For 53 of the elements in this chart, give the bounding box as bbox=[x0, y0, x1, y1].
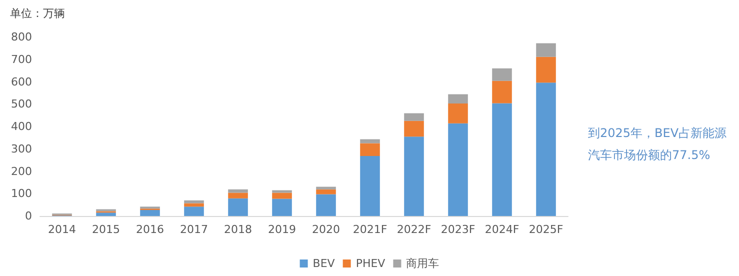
x-tick-label: 2022F bbox=[396, 223, 432, 236]
y-tick-label: 300 bbox=[11, 142, 32, 156]
bar bbox=[184, 206, 204, 216]
y-tick-label: 800 bbox=[11, 30, 32, 44]
bar bbox=[448, 103, 468, 124]
y-tick-label: 200 bbox=[11, 164, 32, 178]
y-tick-label: 500 bbox=[11, 98, 32, 111]
bar bbox=[492, 103, 512, 216]
x-tick-label: 2023F bbox=[440, 223, 476, 236]
legend-label: PHEV bbox=[356, 257, 386, 270]
bar bbox=[448, 94, 468, 104]
bar bbox=[404, 120, 424, 137]
x-tick-label: 2020 bbox=[312, 223, 340, 236]
bar bbox=[492, 68, 512, 81]
y-tick-label: 700 bbox=[11, 52, 32, 66]
x-tick-label: 2016 bbox=[136, 223, 164, 236]
legend-label: 商用车 bbox=[406, 257, 440, 270]
bar bbox=[228, 189, 248, 193]
x-tick-label: 2024F bbox=[484, 223, 520, 236]
x-tick-label: 2021F bbox=[352, 223, 388, 236]
y-tick-label: 100 bbox=[11, 187, 32, 200]
x-tick-label: 2018 bbox=[224, 223, 252, 236]
bar bbox=[448, 123, 468, 216]
bar bbox=[536, 82, 556, 216]
text: 到2025年，BEV占新能源汽车市场份额的77.5% bbox=[588, 126, 727, 162]
bar bbox=[316, 189, 336, 194]
x-tick-label: 2025F bbox=[528, 223, 564, 236]
bar bbox=[272, 192, 292, 199]
bar bbox=[228, 198, 248, 216]
y-tick-label: 600 bbox=[11, 75, 32, 88]
bar bbox=[316, 186, 336, 190]
bar bbox=[272, 198, 292, 216]
x-tick-label: 2017 bbox=[180, 223, 208, 236]
x-tick-label: 2019 bbox=[268, 223, 296, 236]
bar bbox=[360, 139, 380, 144]
x-tick-label: 2015 bbox=[92, 223, 120, 236]
bar bbox=[360, 156, 380, 216]
bar bbox=[140, 210, 160, 216]
y-tick-label: 0 bbox=[25, 210, 32, 222]
legend-label: BEV bbox=[312, 257, 336, 270]
bar bbox=[184, 203, 204, 207]
bar bbox=[96, 212, 116, 216]
bar bbox=[536, 56, 556, 83]
bar bbox=[404, 136, 424, 216]
bar bbox=[536, 43, 556, 57]
y-axis-title: 单位：万辆 bbox=[10, 7, 65, 20]
bar bbox=[228, 192, 248, 198]
bar bbox=[360, 143, 380, 156]
y-tick-label: 400 bbox=[11, 120, 32, 133]
bar bbox=[404, 113, 424, 121]
bar bbox=[316, 194, 336, 216]
bar bbox=[492, 80, 512, 104]
x-tick-label: 2014 bbox=[48, 223, 76, 236]
